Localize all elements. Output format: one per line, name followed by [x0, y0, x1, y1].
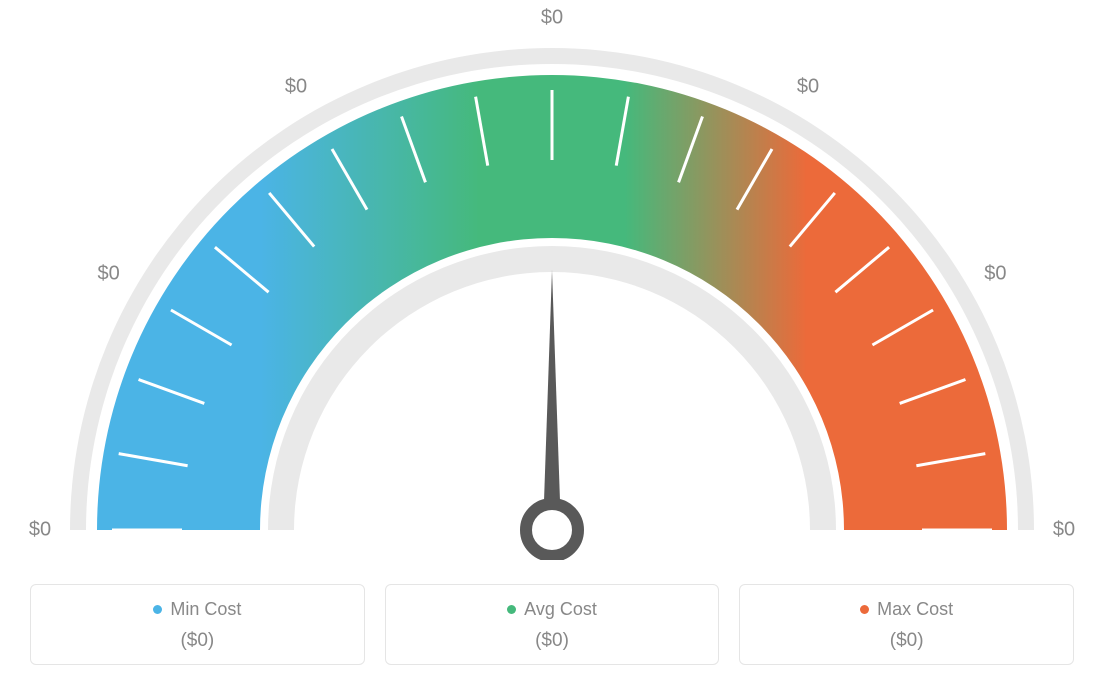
legend-card-max: Max Cost ($0) — [739, 584, 1074, 665]
gauge-tick-label: $0 — [97, 263, 119, 286]
legend-label-min: Min Cost — [170, 599, 241, 620]
legend-card-avg: Avg Cost ($0) — [385, 584, 720, 665]
gauge-tick-label: $0 — [29, 519, 51, 542]
legend-value-max: ($0) — [750, 630, 1063, 652]
legend-label-max: Max Cost — [877, 599, 953, 620]
gauge-tick-label: $0 — [285, 75, 307, 98]
gauge-cost-chart: $0 $0 $0 $0 $0 $0 $0 Min Cost ($0) Avg Cost ($… — [0, 0, 1104, 690]
gauge-tick-label: $0 — [984, 263, 1006, 286]
gauge-area: $0 $0 $0 $0 $0 $0 $0 — [0, 0, 1104, 560]
legend-label-avg: Avg Cost — [524, 599, 597, 620]
legend-value-avg: ($0) — [396, 630, 709, 652]
legend-label-row: Min Cost — [41, 599, 354, 620]
legend-label-row: Avg Cost — [396, 599, 709, 620]
gauge-tick-label: $0 — [1053, 519, 1075, 542]
legend-label-row: Max Cost — [750, 599, 1063, 620]
gauge-tick-label: $0 — [797, 75, 819, 98]
legend-dot-min — [153, 605, 162, 614]
legend-card-min: Min Cost ($0) — [30, 584, 365, 665]
legend-dot-max — [860, 605, 869, 614]
legend-value-min: ($0) — [41, 630, 354, 652]
legend-dot-avg — [507, 605, 516, 614]
gauge-svg — [0, 0, 1104, 560]
legend-row: Min Cost ($0) Avg Cost ($0) Max Cost ($0… — [30, 584, 1074, 665]
gauge-tick-label: $0 — [541, 7, 563, 30]
